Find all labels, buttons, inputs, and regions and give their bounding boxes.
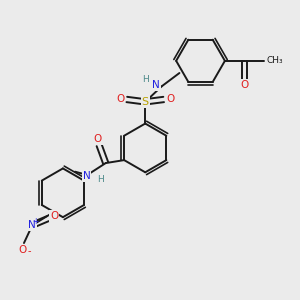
- Text: CH₃: CH₃: [266, 56, 283, 65]
- Text: H: H: [97, 175, 104, 184]
- Text: O: O: [166, 94, 174, 104]
- Text: +: +: [33, 217, 39, 226]
- Text: O: O: [94, 134, 102, 144]
- Text: O: O: [18, 244, 27, 255]
- Text: N: N: [83, 172, 91, 182]
- Text: H: H: [142, 75, 148, 84]
- Text: O: O: [240, 80, 248, 90]
- Text: N: N: [28, 220, 36, 230]
- Text: O: O: [50, 211, 58, 221]
- Text: O: O: [116, 94, 124, 104]
- Text: -: -: [28, 246, 31, 256]
- Text: N: N: [152, 80, 160, 90]
- Text: S: S: [142, 97, 149, 107]
